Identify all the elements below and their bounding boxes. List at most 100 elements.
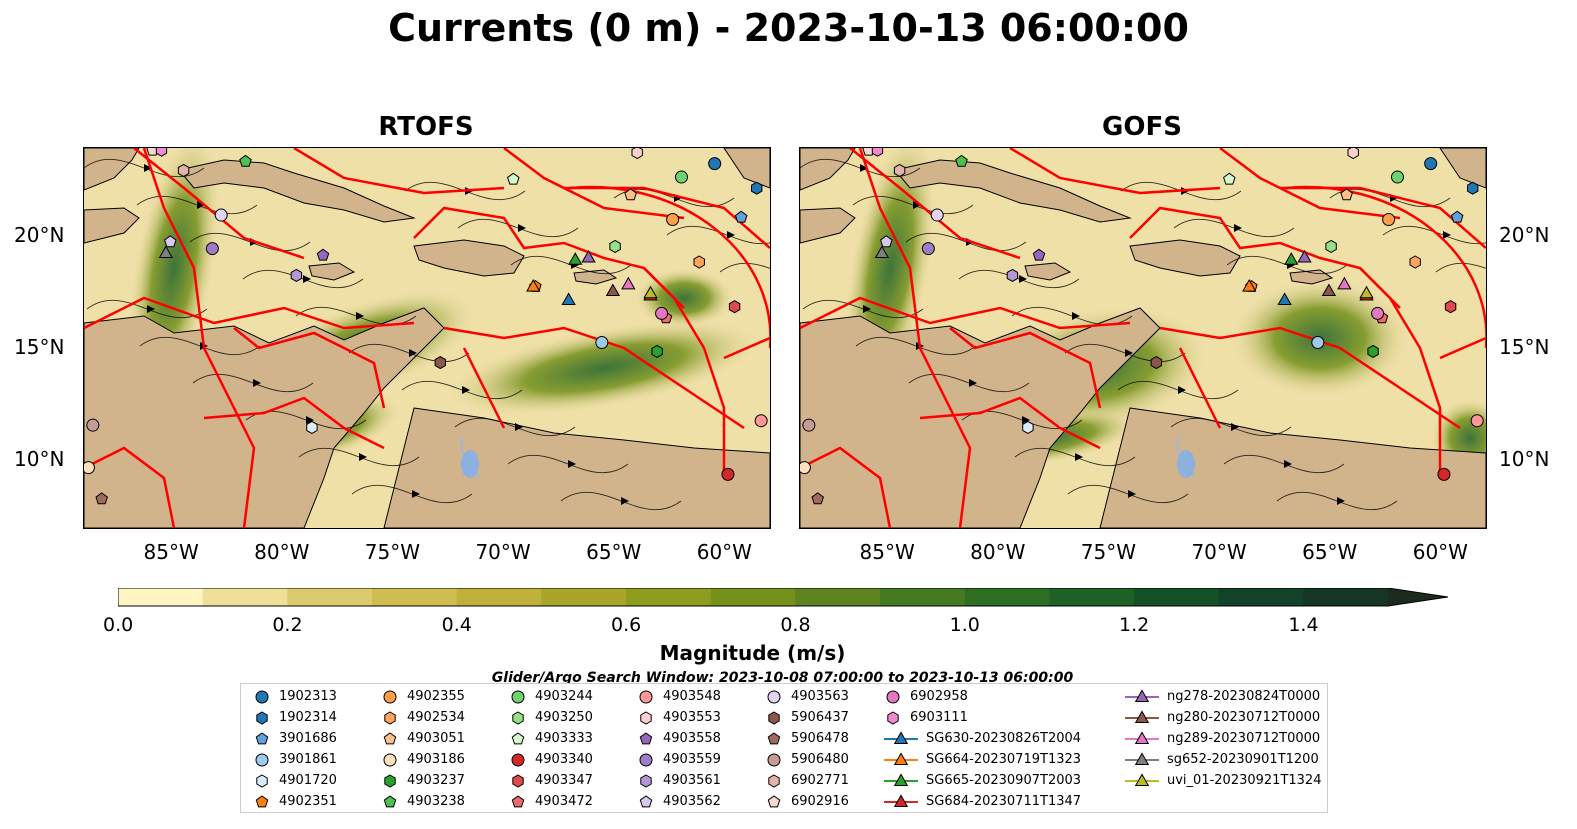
legend-label: 4903553 <box>663 710 721 725</box>
platform-marker-4902534[interactable] <box>1409 255 1421 269</box>
colorbar-tick-label: 1.2 <box>1119 614 1150 636</box>
platform-marker-6902916[interactable] <box>146 148 159 156</box>
platform-marker-4903562[interactable] <box>164 235 177 248</box>
platform-marker-5906478[interactable] <box>811 492 824 505</box>
platform-marker-4902355[interactable] <box>666 213 680 227</box>
platform-marker-6902916[interactable] <box>862 148 875 156</box>
platform-marker-5906437[interactable] <box>434 356 446 370</box>
platform-marker-4903548[interactable] <box>1470 414 1484 428</box>
legend-marker-icon <box>255 690 269 703</box>
platform-marker-4903051[interactable] <box>624 188 637 201</box>
platform-marker-4903186[interactable] <box>84 461 95 475</box>
platform-marker-4903563[interactable] <box>214 208 228 222</box>
platform-marker-4903559[interactable] <box>921 242 935 256</box>
rtofs-current-map[interactable] <box>83 147 771 529</box>
platform-marker-4901720[interactable] <box>306 420 318 434</box>
platform-marker-5906480[interactable] <box>802 418 816 432</box>
legend-column: 4902355 4902534 4903051 4903186 4903237 49032… <box>381 686 465 812</box>
platform-marker-4903340[interactable] <box>721 467 735 481</box>
platform-marker-4903051[interactable] <box>1340 188 1353 201</box>
legend-marker-icon <box>256 710 268 725</box>
platform-marker-ng278-20230824T0000[interactable] <box>581 249 596 263</box>
platform-marker-4903237[interactable] <box>651 344 663 358</box>
legend-marker-icon <box>384 710 396 725</box>
platform-marker-4903561[interactable] <box>290 268 303 282</box>
platform-marker-1902314[interactable] <box>1467 181 1479 195</box>
platform-marker-6902771[interactable] <box>893 163 906 177</box>
legend-label: 6903111 <box>910 710 968 725</box>
platform-marker-5906480[interactable] <box>86 418 100 432</box>
platform-marker-4903238[interactable] <box>955 154 968 167</box>
legend-item: 3901861 <box>253 749 337 770</box>
platform-marker-1902313[interactable] <box>708 157 722 171</box>
legend-marker-icon <box>383 731 397 744</box>
platform-marker-4903562[interactable] <box>880 235 893 248</box>
platform-marker-4903244[interactable] <box>674 170 688 184</box>
platform-marker-4903553[interactable] <box>631 148 643 160</box>
platform-marker-ng278-20230824T0000[interactable] <box>1297 249 1312 263</box>
gofs-current-map[interactable] <box>799 147 1487 529</box>
platform-marker-4903250[interactable] <box>1325 239 1337 253</box>
platform-marker-SG664-20230719T1323[interactable] <box>526 278 541 292</box>
platform-marker-4902355[interactable] <box>1382 213 1396 227</box>
platform-marker-4903548[interactable] <box>754 414 768 428</box>
platform-marker-5906437[interactable] <box>1150 356 1162 370</box>
legend-item: 1902313 <box>253 686 337 707</box>
platform-marker-6903111[interactable] <box>871 148 884 157</box>
platform-marker-4903186[interactable] <box>800 461 811 475</box>
platform-marker-4903347[interactable] <box>1444 300 1457 314</box>
legend-item: 4903558 <box>637 728 721 749</box>
platform-marker-4903237[interactable] <box>1367 344 1379 358</box>
platform-marker-3901686[interactable] <box>734 210 748 223</box>
platform-marker-4903250[interactable] <box>609 239 621 253</box>
platform-marker-4903333[interactable] <box>1223 172 1236 185</box>
platform-marker-1902313[interactable] <box>1424 157 1438 171</box>
platform-marker-6902958[interactable] <box>1371 306 1385 320</box>
platform-marker-4903553[interactable] <box>1347 148 1359 160</box>
platform-marker-sg652-20230901T1200[interactable] <box>874 245 890 259</box>
lat-tick-label: 20°N <box>1499 223 1550 248</box>
platform-marker-6902771[interactable] <box>177 163 190 177</box>
platform-marker-SG665-20230907T2003[interactable] <box>568 252 583 265</box>
legend-column: 6902958 6903111 SG630-20230826T2004 SG664-2… <box>884 686 1081 812</box>
platform-marker-SG664-20230719T1323[interactable] <box>1242 278 1257 292</box>
platform-marker-3901861[interactable] <box>1311 335 1325 349</box>
platform-marker-uvi_01-20230921T1324[interactable] <box>643 285 658 299</box>
platform-marker-4903244[interactable] <box>1390 170 1404 184</box>
lon-tick-label: 65°W <box>1302 540 1358 564</box>
platform-marker-4901720[interactable] <box>1022 420 1034 434</box>
platform-marker-ng280-20230712T0000[interactable] <box>1321 283 1337 297</box>
legend-marker-icon <box>383 794 397 807</box>
legend-label: 4903562 <box>663 794 721 809</box>
legend-item: 6903111 <box>884 707 1081 728</box>
platform-marker-4903558[interactable] <box>316 248 330 261</box>
legend-item: SG665-20230907T2003 <box>884 770 1081 791</box>
legend-marker-icon <box>383 753 397 766</box>
platform-marker-SG665-20230907T2003[interactable] <box>1284 252 1299 265</box>
platform-marker-6903111[interactable] <box>155 148 168 157</box>
platform-marker-ng280-20230712T0000[interactable] <box>605 283 621 297</box>
platform-marker-sg652-20230901T1200[interactable] <box>158 245 174 259</box>
platform-marker-SG630-20230826T2004[interactable] <box>561 292 576 305</box>
platform-marker-ng289-20230712T0000[interactable] <box>621 276 636 290</box>
platform-marker-4903563[interactable] <box>930 208 944 222</box>
colorbar-tick-label: 1.0 <box>949 614 980 636</box>
platform-marker-SG630-20230826T2004[interactable] <box>1277 292 1292 305</box>
platform-marker-5906478[interactable] <box>95 492 108 505</box>
platform-marker-4902534[interactable] <box>693 255 705 269</box>
platform-marker-3901686[interactable] <box>1450 210 1464 223</box>
platform-marker-ng289-20230712T0000[interactable] <box>1337 276 1352 290</box>
platform-marker-4903333[interactable] <box>507 172 520 185</box>
platform-marker-4903559[interactable] <box>205 242 219 256</box>
platform-marker-uvi_01-20230921T1324[interactable] <box>1359 285 1374 299</box>
platform-marker-4903238[interactable] <box>239 154 252 167</box>
platform-marker-4903558[interactable] <box>1032 248 1046 261</box>
legend-marker-icon <box>886 690 900 703</box>
platform-marker-1902314[interactable] <box>751 181 763 195</box>
platform-marker-3901861[interactable] <box>595 335 609 349</box>
platform-marker-4903347[interactable] <box>728 300 741 314</box>
legend-marker-icon <box>255 731 269 744</box>
platform-marker-4903340[interactable] <box>1437 467 1451 481</box>
platform-marker-6902958[interactable] <box>655 306 669 320</box>
platform-marker-4903561[interactable] <box>1006 268 1019 282</box>
